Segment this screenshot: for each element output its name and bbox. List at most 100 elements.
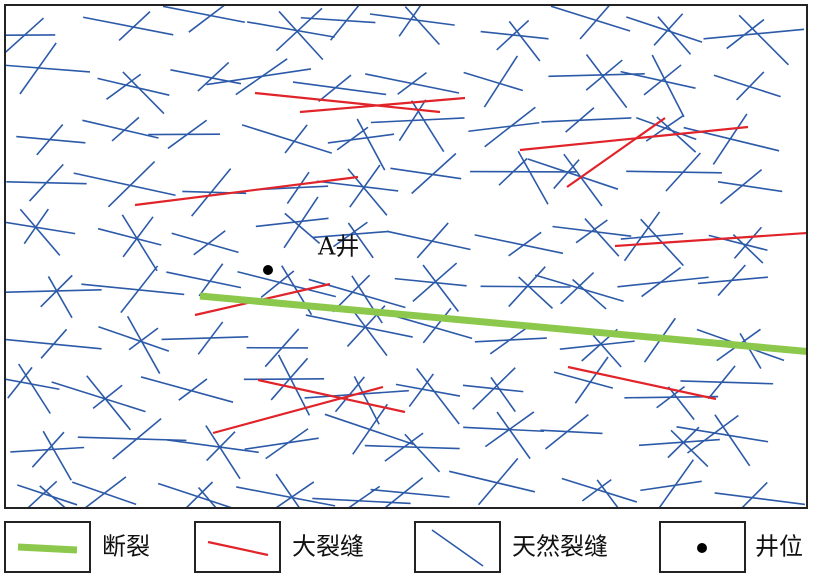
natural-fracture: [565, 107, 595, 133]
natural-fracture: [714, 492, 806, 506]
natural-fracture: [97, 227, 162, 246]
natural-fracture: [575, 219, 608, 244]
natural-fracture: [286, 171, 310, 205]
natural-fracture: [270, 357, 309, 401]
natural-fracture: [106, 73, 142, 100]
natural-fracture: [40, 328, 68, 359]
natural-fracture: [596, 479, 619, 507]
natural-fracture: [17, 484, 78, 506]
map-frame: [4, 4, 808, 509]
natural-fracture: [82, 119, 159, 139]
natural-fracture: [541, 117, 632, 123]
natural-fracture: [463, 71, 524, 92]
natural-fracture: [651, 54, 685, 118]
natural-fracture: [714, 414, 751, 467]
natural-fracture: [23, 208, 50, 245]
large-fracture: [212, 385, 384, 435]
natural-fracture: [275, 481, 315, 507]
natural-fracture: [6, 221, 76, 235]
natural-fracture: [640, 480, 702, 492]
natural-fracture: [733, 226, 763, 259]
natural-fracture: [275, 7, 323, 52]
natural-fracture: [39, 485, 66, 507]
legend-well: [697, 543, 707, 553]
natural-fracture: [620, 70, 696, 89]
natural-fracture: [27, 480, 58, 507]
natural-fractures: [6, 6, 806, 507]
natural-fracture: [416, 222, 449, 259]
natural-fracture: [126, 315, 161, 374]
natural-fracture: [623, 211, 661, 262]
natural-fracture: [112, 417, 162, 460]
large-fractures: [134, 91, 806, 435]
natural-fracture: [584, 217, 620, 257]
natural-fracture: [255, 217, 329, 228]
large-fracture: [257, 378, 406, 414]
natural-fracture: [703, 28, 805, 40]
natural-fracture: [712, 113, 748, 165]
large-fracture: [614, 231, 806, 248]
large-fracture: [254, 91, 441, 114]
well-label: A井: [317, 233, 359, 261]
large-fracture: [299, 96, 466, 114]
natural-fracture: [617, 276, 709, 288]
natural-fracture: [353, 375, 380, 425]
legend-large-fracture: [207, 540, 269, 557]
natural-fracture: [474, 234, 564, 255]
legend-box: [4, 521, 91, 573]
natural-fracture: [19, 208, 61, 256]
natural-fracture: [626, 16, 703, 43]
natural-fracture: [237, 270, 337, 298]
natural-fracture: [162, 6, 246, 24]
natural-fracture: [553, 371, 614, 389]
natural-fracture: [171, 232, 239, 254]
natural-fracture: [581, 479, 612, 502]
natural-fracture: [404, 6, 440, 46]
natural-fracture: [277, 354, 311, 416]
natural-fracture: [316, 180, 399, 192]
natural-fracture: [16, 135, 86, 144]
natural-fracture: [697, 276, 768, 285]
natural-fracture: [550, 6, 631, 32]
natural-fracture: [408, 373, 435, 408]
natural-fracture: [517, 150, 549, 205]
well-dot: [263, 265, 273, 275]
natural-fracture: [292, 81, 387, 96]
natural-fracture: [544, 414, 589, 450]
natural-fracture: [384, 477, 424, 507]
natural-fracture: [508, 231, 542, 257]
natural-fracture: [626, 170, 722, 174]
natural-fracture: [713, 74, 781, 98]
natural-fracture: [561, 477, 638, 503]
natural-fracture: [6, 288, 102, 294]
natural-fracture: [327, 133, 395, 144]
natural-fracture: [167, 439, 259, 454]
natural-fracture: [332, 221, 368, 248]
legend-label: 大裂缝: [292, 533, 364, 561]
natural-fracture: [508, 20, 541, 62]
natural-fracture: [278, 10, 324, 61]
natural-fracture: [51, 381, 146, 413]
natural-fracture: [98, 325, 170, 352]
natural-fracture: [496, 19, 530, 51]
legend: 断裂 大裂缝 天然裂缝 井位: [4, 521, 803, 573]
natural-fracture: [498, 157, 528, 186]
natural-fracture: [560, 272, 595, 305]
natural-fracture: [370, 488, 450, 498]
natural-fracture: [741, 481, 768, 507]
natural-fracture: [592, 334, 622, 368]
natural-fracture: [284, 212, 321, 244]
natural-fracture: [347, 168, 388, 216]
natural-fracture: [197, 61, 230, 92]
natural-fracture: [739, 332, 762, 369]
natural-fracture: [348, 485, 381, 507]
natural-fracture: [384, 432, 424, 462]
natural-fracture: [356, 118, 386, 171]
natural-fracture: [349, 164, 381, 208]
natural-fracture: [350, 308, 388, 357]
natural-fracture: [312, 497, 411, 505]
natural-fracture: [241, 124, 333, 154]
natural-fracture: [472, 367, 516, 410]
natural-fracture: [122, 71, 165, 115]
natural-fracture: [635, 116, 697, 141]
